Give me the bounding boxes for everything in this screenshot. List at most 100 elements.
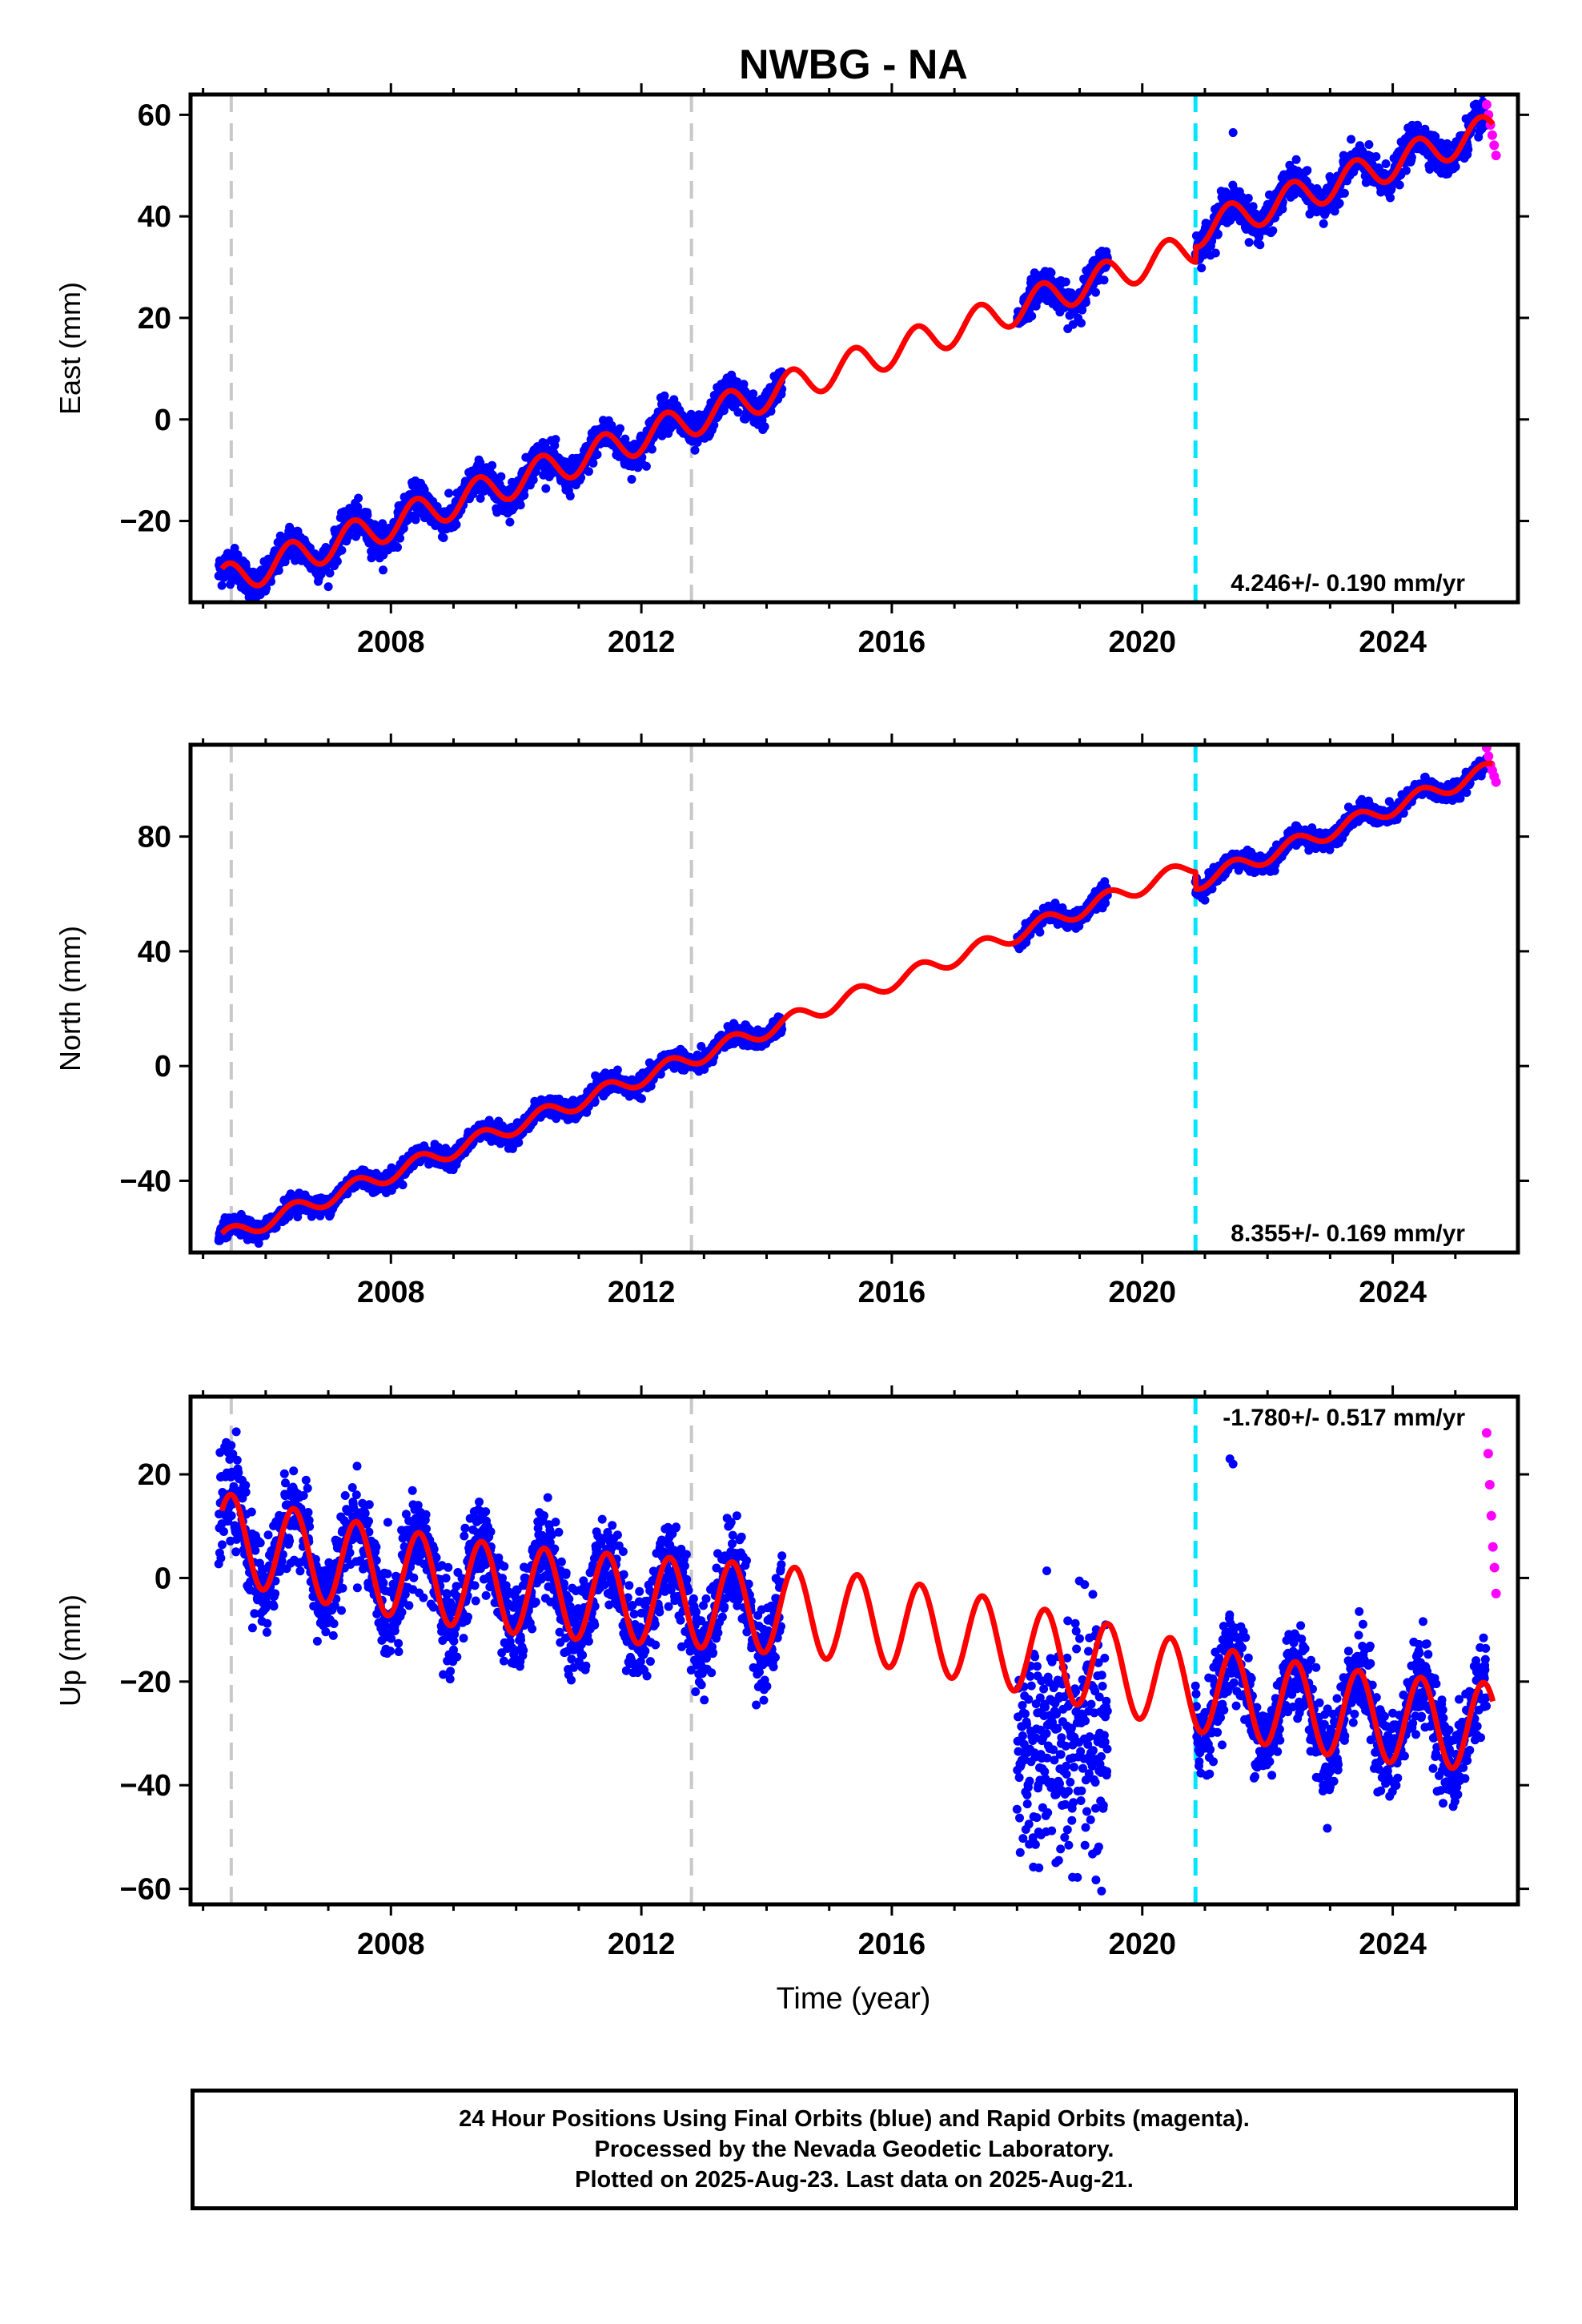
east-data-point — [1291, 155, 1301, 164]
east-x-tick-label: 2020 — [1108, 625, 1176, 659]
east-data-point — [627, 475, 636, 484]
east-data-point — [496, 472, 506, 481]
east-data-point — [1386, 193, 1395, 203]
east-data-point — [230, 544, 239, 553]
east-data-point — [274, 565, 283, 575]
east-data-point — [1027, 312, 1037, 321]
north-data-point — [398, 1180, 408, 1190]
east-data-point — [476, 458, 485, 467]
east-data-point — [1099, 275, 1109, 285]
east-data-point — [760, 422, 769, 432]
chart-title: NWBG - NA — [739, 42, 968, 88]
east-data-point — [709, 420, 719, 430]
east-data-point — [393, 543, 402, 552]
east-data-point — [1244, 238, 1254, 247]
east-data-point — [520, 490, 529, 500]
east-data-point — [1413, 120, 1422, 130]
east-y-tick-label: −20 — [120, 505, 171, 539]
east-data-point — [749, 389, 758, 399]
east-data-point — [1046, 268, 1056, 278]
east-data-point — [452, 520, 461, 529]
east-data-point — [396, 533, 405, 543]
east-data-point — [541, 484, 551, 493]
north-data-point — [514, 1138, 524, 1148]
east-rate-label: 4.246+/- 0.190 mm/yr — [1231, 570, 1465, 597]
east-data-point — [1395, 180, 1404, 190]
east-x-tick-label: 2016 — [858, 625, 926, 659]
north-data-point — [1035, 927, 1045, 937]
east-data-point — [492, 508, 502, 517]
east-data-point — [217, 581, 227, 590]
east-y-tick-label: 0 — [155, 404, 171, 437]
east-data-point — [1347, 135, 1356, 144]
east-data-point — [476, 493, 485, 503]
east-data-point — [616, 424, 624, 433]
east-data-point — [291, 556, 300, 565]
east-data-point — [444, 489, 454, 498]
east-data-point — [1335, 199, 1344, 208]
east-data-point — [739, 380, 749, 389]
east-data-point — [588, 458, 598, 468]
east-y-tick-label: 40 — [138, 200, 171, 234]
east-y-tick-label: 60 — [138, 99, 171, 132]
east-axis-label: East (mm) — [54, 282, 86, 415]
east-data-point — [367, 553, 376, 563]
east-data-point — [528, 475, 538, 485]
east-data-point — [1081, 298, 1090, 308]
east-x-tick-label: 2024 — [1359, 625, 1427, 659]
east-data-point — [516, 501, 525, 510]
east-data-point — [1061, 277, 1070, 287]
east-data-point — [647, 444, 656, 454]
east-data-point — [1319, 219, 1328, 228]
east-data-point — [641, 461, 651, 471]
east-x-tick-label: 2008 — [357, 625, 425, 659]
east-data-point — [439, 533, 448, 542]
east-data-point — [1407, 153, 1416, 162]
east-data-point — [1401, 166, 1411, 175]
east-data-point — [565, 491, 575, 501]
east-data-point — [1381, 159, 1391, 168]
east-data-point — [1068, 320, 1078, 329]
east-data-point — [233, 550, 243, 560]
east-data-point — [1464, 145, 1473, 155]
east-data-point — [592, 450, 602, 460]
east-data-point — [1255, 240, 1265, 250]
east-data-point — [325, 569, 335, 578]
east-data-point — [584, 467, 593, 476]
east-data-point — [551, 435, 560, 444]
east-y-ticks: −20 0 20 40 60 — [120, 99, 1529, 539]
east-data-point — [719, 406, 729, 416]
east-rapid-orbit-point — [1487, 130, 1497, 140]
east-data-point — [1451, 162, 1460, 171]
east-data-point — [1371, 152, 1381, 161]
north-data-points — [214, 745, 1501, 1248]
east-data-point — [337, 545, 347, 555]
east-panel: 2008 2012 2016 2020 2024 −20 0 20 40 60 East (mm… — [54, 83, 1529, 659]
north-data-point — [637, 1094, 646, 1104]
east-data-point — [1268, 226, 1278, 235]
east-y-tick-label: 20 — [138, 302, 171, 336]
east-data-point — [1077, 318, 1086, 328]
east-data-point — [399, 524, 408, 533]
east-data-point — [488, 460, 497, 470]
north-data-point — [612, 1065, 622, 1075]
east-data-point — [1303, 166, 1312, 175]
east-data-point — [1243, 194, 1253, 203]
east-data-point — [1213, 229, 1223, 239]
east-data-point — [1091, 287, 1100, 297]
east-data-point — [1211, 248, 1220, 258]
east-data-point — [505, 517, 515, 527]
east-data-point — [1197, 263, 1207, 273]
east-rapid-orbit-point — [1491, 151, 1501, 161]
east-x-tick-label: 2012 — [608, 625, 676, 659]
east-data-point — [332, 557, 342, 566]
east-rapid-orbit-point — [1481, 99, 1492, 110]
east-rapid-orbit-point — [1489, 140, 1500, 151]
east-data-point — [323, 582, 333, 592]
east-data-point — [378, 519, 387, 529]
east-data-point — [1364, 140, 1374, 149]
east-data-point — [363, 510, 372, 520]
east-data-point — [379, 565, 387, 575]
